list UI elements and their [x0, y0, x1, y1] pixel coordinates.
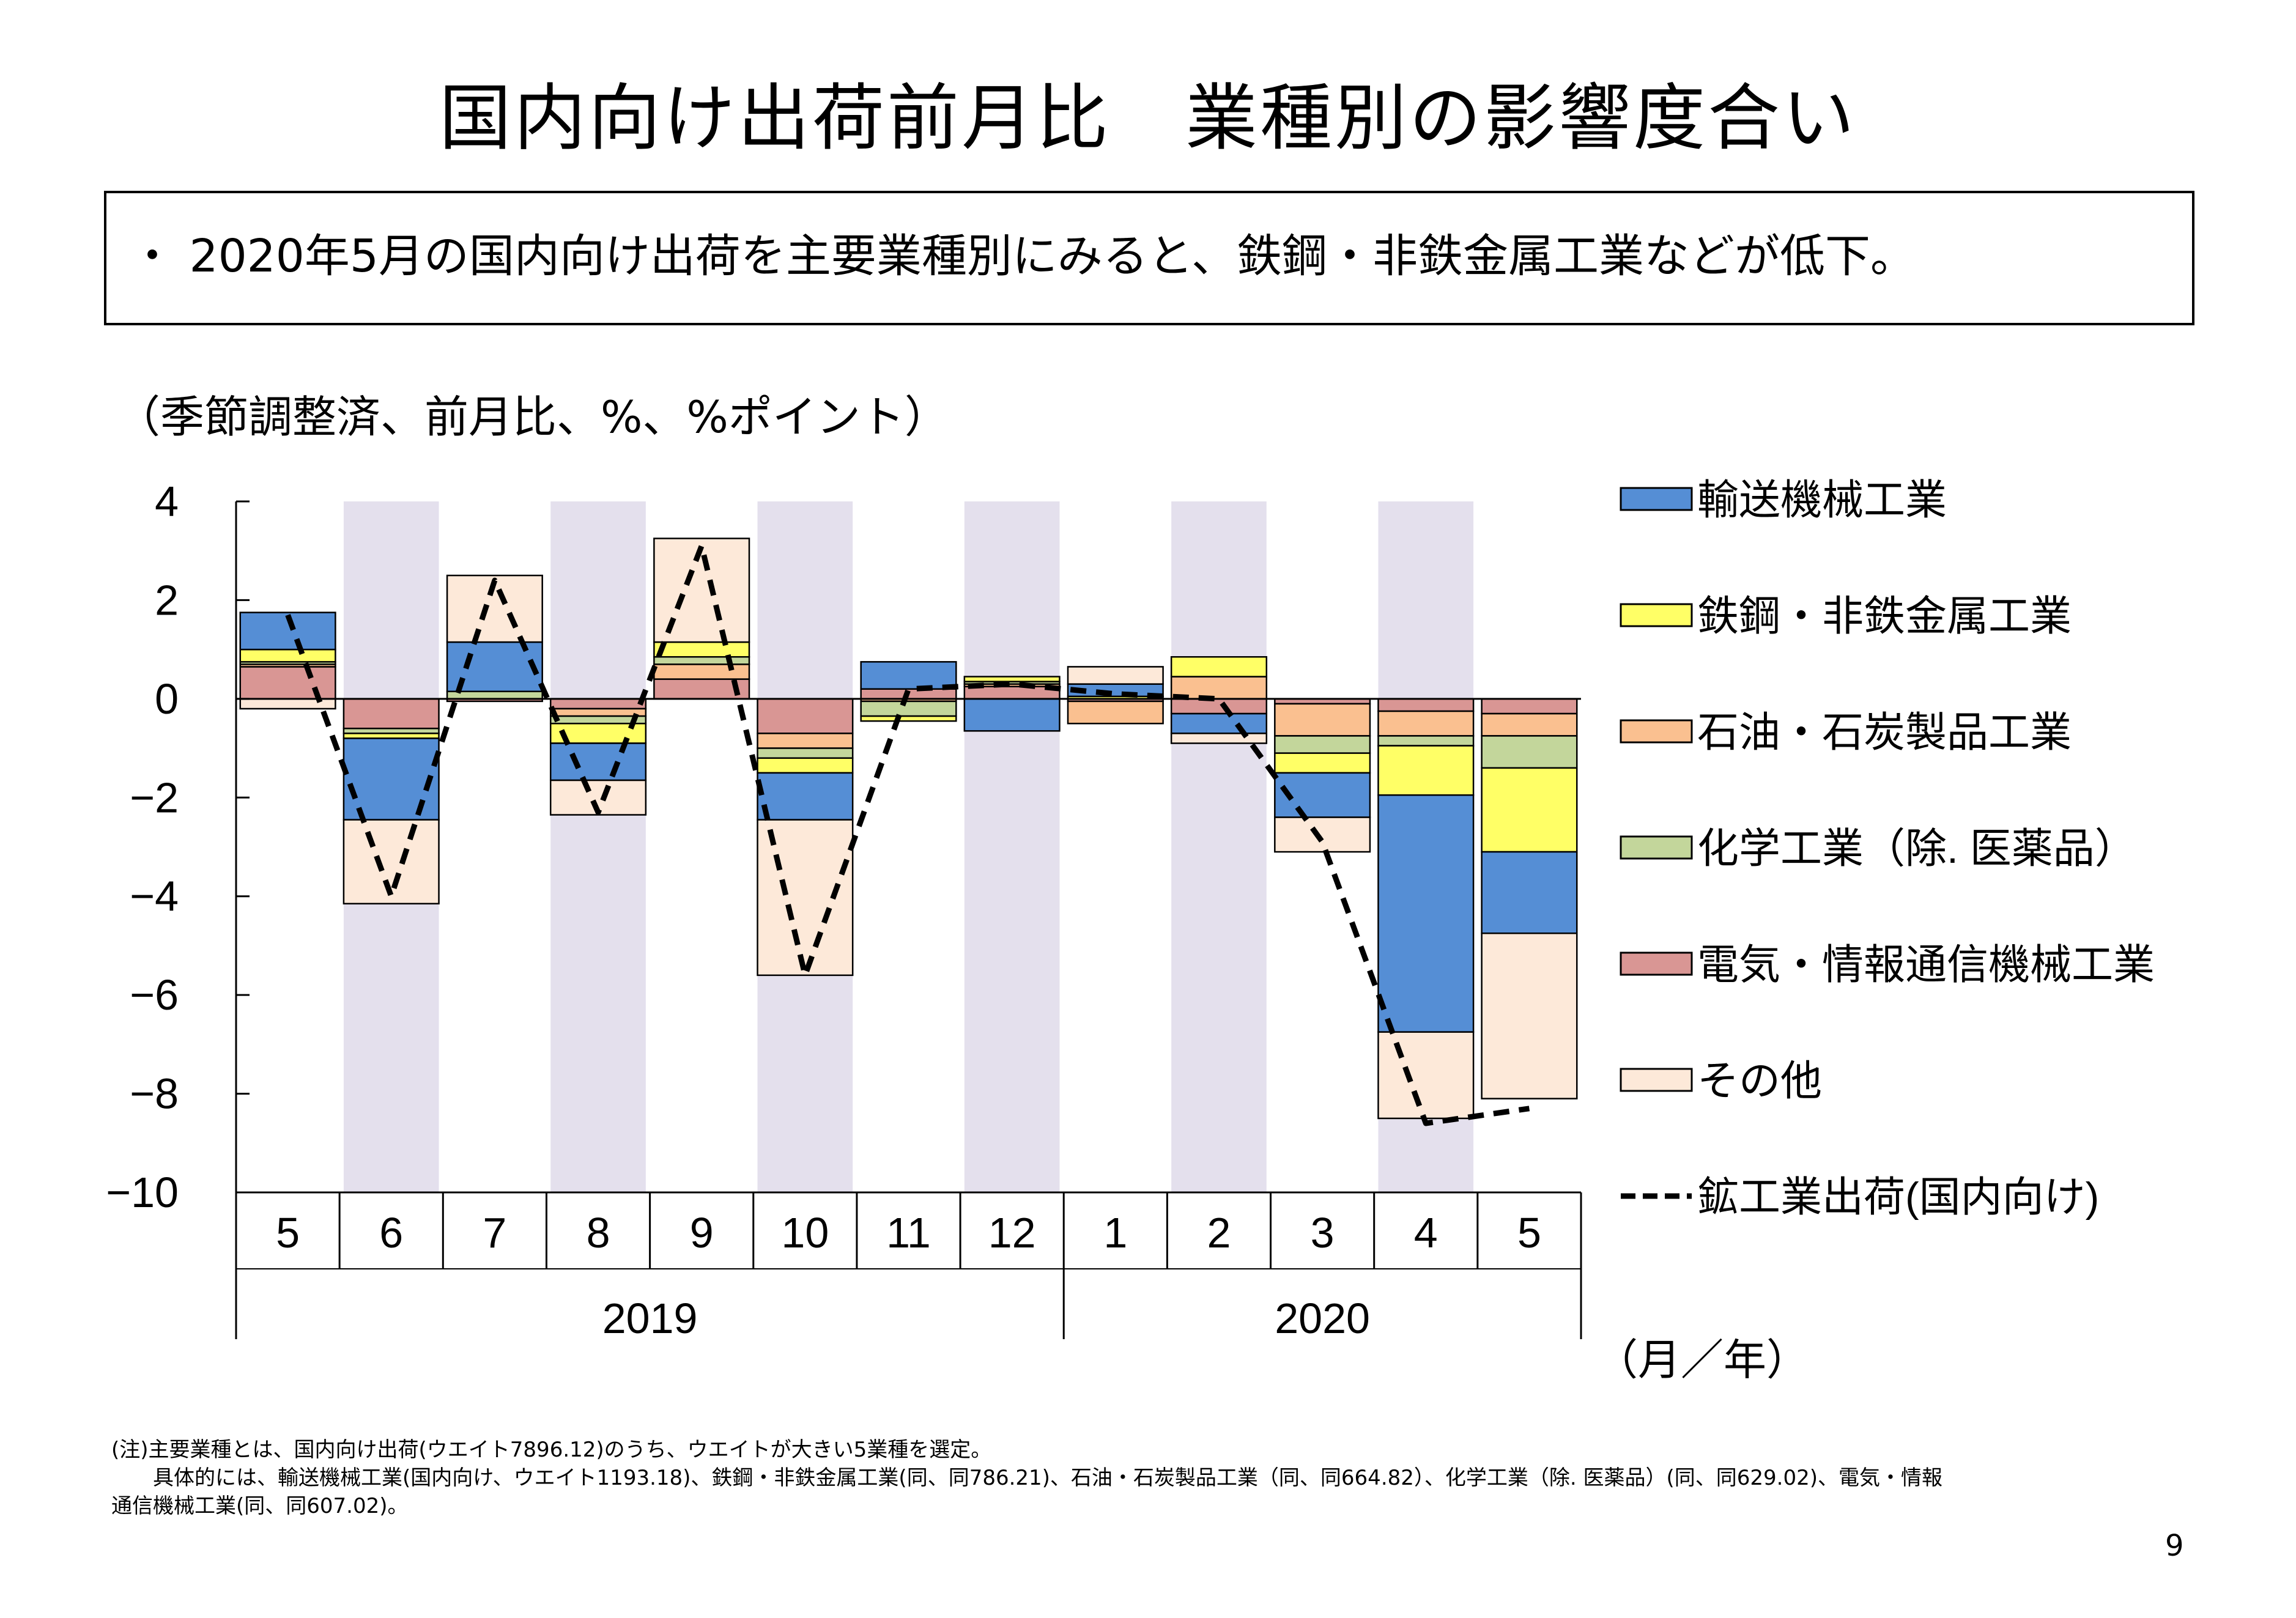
x-tick-label: 8: [587, 1209, 610, 1257]
legend-swatch: [1620, 487, 1693, 511]
year-label: 2020: [1275, 1295, 1370, 1342]
legend-swatch: [1620, 1068, 1693, 1092]
bar-segment: [1274, 735, 1371, 754]
bar-segment: [757, 698, 854, 734]
bar-segment: [1170, 712, 1268, 734]
bar-segment: [549, 707, 647, 717]
x-tick-label: 3: [1311, 1209, 1335, 1257]
bar-segment: [1067, 666, 1164, 685]
bar-segment: [343, 698, 440, 730]
bar-segment: [963, 698, 1061, 732]
x-tick-label: 5: [1517, 1209, 1541, 1257]
line-series-shipments: [285, 543, 1530, 1126]
shaded-band: [964, 501, 1060, 1192]
page-title: 国内向け出荷前月比 業種別の影響度合い: [439, 76, 1857, 160]
x-tick-label: 6: [379, 1209, 403, 1257]
bar-segment: [757, 747, 854, 759]
bar-segment: [653, 641, 750, 658]
bar-segment: [1274, 816, 1371, 853]
bar-segment: [549, 698, 647, 710]
bar-segment: [1377, 698, 1475, 712]
bar-segment: [1170, 733, 1268, 744]
legend-swatch: [1620, 951, 1693, 976]
bar-segment: [1170, 656, 1268, 678]
page-number: 9: [2165, 1529, 2184, 1563]
bar-segment: [1170, 698, 1268, 715]
bar-segment: [239, 648, 336, 663]
y-tick-label: 2: [155, 576, 179, 624]
y-tick-label: −10: [106, 1169, 179, 1216]
legend-label: 輸送機械工業: [1697, 477, 1947, 523]
x-tick-label: 2: [1207, 1209, 1231, 1257]
bar-segment: [446, 690, 543, 700]
bar-segment: [860, 715, 957, 722]
y-tick-label: 0: [155, 675, 179, 723]
x-tick-label: 1: [1103, 1209, 1127, 1257]
footnote: (注)主要業種とは、国内向け出荷(ウエイト7896.12)のうち、ウエイトが大き…: [111, 1436, 2203, 1520]
y-tick-label: −4: [130, 873, 179, 920]
bar-segment: [1481, 933, 1578, 1099]
bar-segment: [860, 700, 957, 717]
y-tick-label: −8: [130, 1070, 179, 1118]
bar-segment: [1481, 712, 1578, 737]
x-tick-label: 10: [781, 1209, 829, 1257]
x-unit-label: （月／年）: [1595, 1336, 1809, 1384]
bar-segment: [239, 611, 336, 651]
x-tick-label: 4: [1414, 1209, 1438, 1257]
x-tick-label: 5: [276, 1209, 300, 1257]
bar-segment: [860, 661, 957, 690]
shaded-band: [550, 501, 646, 1192]
year-label: 2019: [602, 1295, 698, 1342]
summary-box: ・ 2020年5月の国内向け出荷を主要業種別にみると、鉄鋼・非鉄金属工業などが低…: [104, 191, 2194, 325]
summary-text: ・ 2020年5月の国内向け出荷を主要業種別にみると、鉄鋼・非鉄金属工業などが低…: [130, 230, 1916, 283]
shaded-band: [1171, 501, 1267, 1192]
unit-label: （季節調整済、前月比、%、%ポイント）: [116, 391, 949, 443]
x-tick-label: 9: [690, 1209, 714, 1257]
bar-segment: [1274, 703, 1371, 737]
bar-segment: [1481, 735, 1578, 769]
legend-label: 石油・石炭製品工業: [1697, 709, 2072, 756]
legend-swatch: [1620, 603, 1693, 627]
bar-segment: [653, 663, 750, 680]
bar-segment: [757, 819, 854, 977]
bar-segment: [963, 676, 1061, 682]
bar-segment: [1481, 851, 1578, 934]
bar-segment: [653, 656, 750, 665]
bar-segment: [549, 742, 647, 781]
bar-segment: [1377, 735, 1475, 747]
legend-label: その他: [1697, 1058, 1822, 1104]
bar-segment: [1377, 1031, 1475, 1120]
x-tick-label: 7: [483, 1209, 506, 1257]
bar-segment: [1481, 767, 1578, 853]
bar-segment: [1377, 710, 1475, 737]
footnote-line: 具体的には、輸送機械工業(国内向け、ウエイト1193.18)、鉄鋼・非鉄金属工業…: [111, 1466, 1942, 1490]
bar-segment: [757, 772, 854, 821]
legend-swatch: [1620, 835, 1693, 860]
legend-label: 電気・情報通信機械工業: [1697, 942, 2155, 988]
footnote-line: (注)主要業種とは、国内向け出荷(ウエイト7896.12)のうち、ウエイトが大き…: [111, 1438, 992, 1462]
bar-segment: [239, 666, 336, 700]
bar-segment: [343, 737, 440, 821]
bar-segment: [1377, 745, 1475, 796]
y-tick-label: 4: [155, 478, 179, 525]
x-tick-label: 12: [988, 1209, 1036, 1257]
legend-label: 鉄鋼・非鉄金属工業: [1697, 593, 2072, 640]
legend-label: 化学工業（除. 医薬品）: [1697, 826, 2136, 872]
footnote-line: 通信機械工業(同、同607.02)。: [111, 1494, 409, 1518]
bar-segment: [1377, 794, 1475, 1033]
x-tick-label: 11: [886, 1209, 931, 1257]
legend-label: 鉱工業出荷(国内向け): [1697, 1174, 2099, 1221]
bar-segment: [757, 733, 854, 749]
bar-segment: [1274, 752, 1371, 774]
legend-swatch: [1620, 719, 1693, 744]
bar-segment: [1067, 700, 1164, 725]
y-tick-label: −2: [130, 774, 179, 821]
y-tick-label: −6: [130, 971, 179, 1019]
bar-segment: [1481, 698, 1578, 715]
bar-segment: [757, 757, 854, 774]
